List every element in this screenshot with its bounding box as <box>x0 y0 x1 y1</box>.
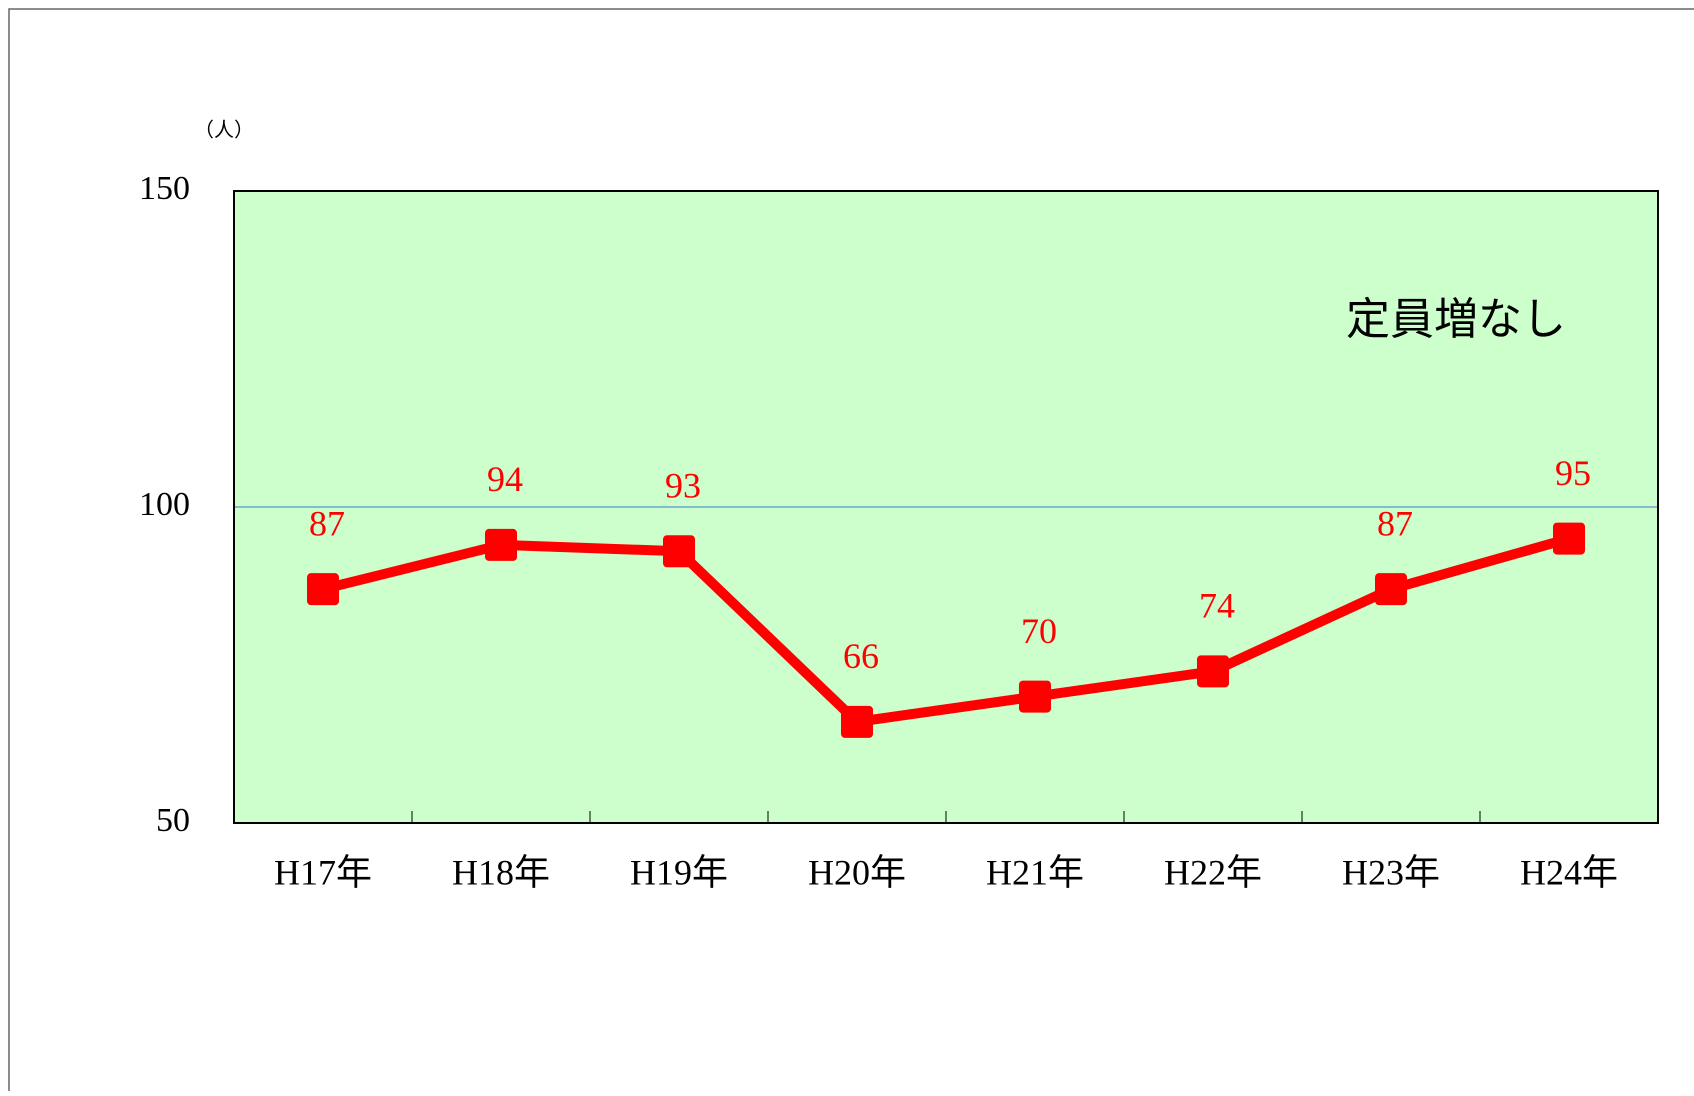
x-tick-label: H23年 <box>1342 852 1440 892</box>
marker <box>841 705 873 738</box>
x-tick-label: H18年 <box>452 852 550 892</box>
x-tick-label: H24年 <box>1520 852 1618 892</box>
frame <box>8 8 1694 1096</box>
x-tick-label: H17年 <box>274 852 372 892</box>
marker <box>1375 573 1407 606</box>
data-label: 66 <box>843 636 879 676</box>
y-tick-label: 50 <box>156 802 190 839</box>
x-tick-label: H19年 <box>630 852 728 892</box>
y-axis-label: （人） <box>194 119 254 142</box>
y-tick-label: 100 <box>139 486 190 523</box>
marker <box>1019 680 1051 713</box>
data-label: 74 <box>1199 586 1235 626</box>
marker <box>307 573 339 606</box>
x-tick-label: H20年 <box>808 852 906 892</box>
marker <box>663 535 695 568</box>
data-label: 87 <box>309 503 345 543</box>
marker <box>485 528 517 561</box>
x-tick-label: H21年 <box>986 852 1084 892</box>
annotation: 定員増なし <box>1346 294 1566 345</box>
y-tick-label: 150 <box>139 170 190 207</box>
marker <box>1553 522 1585 555</box>
x-tick-label: H22年 <box>1164 852 1262 892</box>
data-label: 70 <box>1021 611 1057 651</box>
data-label: 93 <box>665 466 701 506</box>
line <box>321 533 1571 727</box>
data-label: 87 <box>1377 503 1413 543</box>
marker <box>1197 655 1229 688</box>
data-label: 95 <box>1555 453 1591 493</box>
data-label: 94 <box>487 459 523 499</box>
